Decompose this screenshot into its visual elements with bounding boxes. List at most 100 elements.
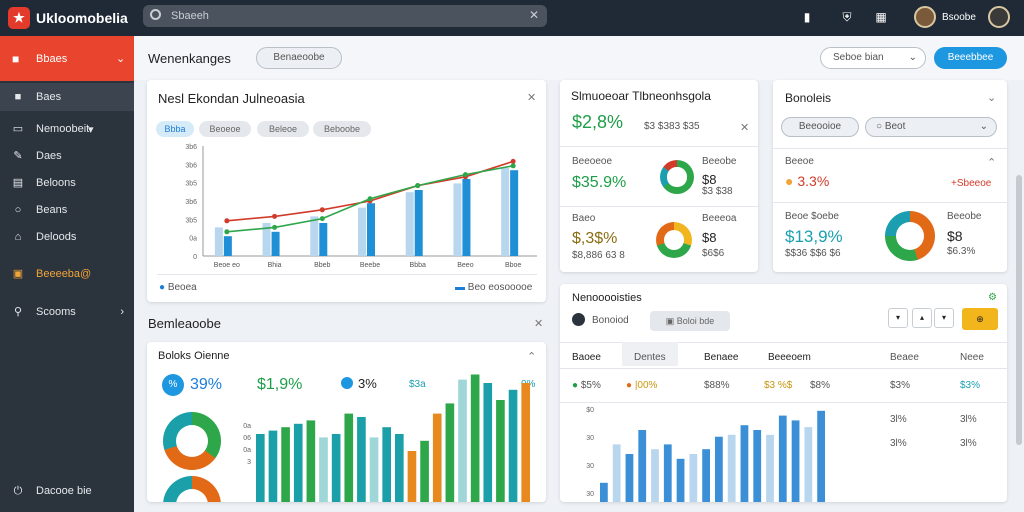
filter-tag[interactable]: Bbba	[156, 121, 194, 137]
bar	[357, 417, 366, 502]
sidebar-item-scooms[interactable]: ⚲ Scooms ›	[0, 298, 134, 326]
sidebar-item-beeeeba[interactable]: ▣ Beeeeba@	[0, 260, 134, 288]
highlight-button[interactable]: ⊕	[962, 308, 998, 330]
column-header[interactable]: Baoee	[572, 352, 601, 363]
sidebar-item-dacooe[interactable]: ⏻ Dacooe bie	[0, 477, 134, 505]
summary-metric-sub: $3 $383 $35	[644, 121, 700, 132]
chevron-up-icon[interactable]: ⌃	[527, 351, 537, 363]
close-icon[interactable]: ✕	[528, 8, 539, 22]
bar	[344, 413, 354, 502]
bar	[405, 192, 414, 256]
close-icon[interactable]: ✕	[740, 122, 750, 134]
filter-tag[interactable]: Beboobe	[313, 121, 371, 137]
app-title: Ukloomobelia	[36, 10, 128, 26]
table-cell: 3l%	[960, 438, 977, 449]
y-tick-label: 3b6	[185, 199, 197, 206]
y-tick-label: 3b5	[185, 181, 197, 188]
bar	[778, 415, 787, 502]
search-placeholder: Sbaeeh	[171, 10, 209, 22]
sidebar-item-label: Deloods	[36, 231, 77, 243]
scrollbar[interactable]	[1016, 175, 1022, 445]
chevron-up-icon[interactable]: ⌃	[987, 157, 997, 169]
column-header[interactable]: Benaee	[704, 352, 739, 363]
bookmark-icon[interactable]: ▮	[803, 10, 811, 24]
x-tick-label: Bhia	[268, 262, 282, 269]
bar	[496, 400, 505, 502]
bar	[676, 458, 685, 502]
primary-button[interactable]: Beeebbee	[934, 47, 1007, 69]
bottom-right-card: Nenooooisties ⚙ Bonoiod ▣ Boloi bde ▾ ▴ …	[560, 284, 1007, 502]
sidebar-item-deloods[interactable]: ⌂ Deloods	[0, 223, 134, 251]
close-icon[interactable]: ✕	[534, 318, 544, 330]
toolbar-button[interactable]: ▴	[912, 308, 932, 328]
user-name: Bsoobe	[942, 12, 976, 23]
row-label: Beeoe	[785, 156, 814, 167]
bar	[420, 440, 429, 502]
power-icon: ⏻	[13, 485, 23, 497]
toolbar-button[interactable]: ▾	[888, 308, 908, 328]
settings-icon[interactable]: ⚙	[988, 292, 997, 303]
sidebar-item-beans[interactable]: ○ Beans	[0, 196, 134, 224]
sidebar-head[interactable]: ■ Bbaes ⌄	[0, 36, 134, 81]
page-header: Wenenkanges Benaeoobe Seboe bian ⌄ Beeeb…	[134, 36, 1024, 80]
app-logo[interactable]: ★	[8, 7, 30, 29]
bar	[521, 383, 530, 502]
sidebar-item-label: Beeeeba@	[36, 268, 92, 280]
bar	[508, 389, 518, 502]
search-input[interactable]: Sbaeeh ✕	[143, 5, 547, 27]
donut-chart	[163, 476, 221, 502]
card-title: Bonoleis	[785, 91, 832, 105]
row-value-2-sub: $6$6	[702, 248, 725, 259]
table-cell: $88%	[704, 380, 730, 391]
header-pill[interactable]: Benaeoobe	[256, 47, 342, 69]
avatar[interactable]	[914, 6, 936, 28]
data-point	[462, 172, 468, 178]
bar	[791, 420, 800, 502]
toolbar-button[interactable]: ▾	[934, 308, 954, 328]
table-cell: $3%	[960, 380, 981, 391]
close-icon[interactable]: ✕	[527, 92, 537, 104]
column-header[interactable]: Dentes	[634, 352, 666, 363]
sidebar-item-daes[interactable]: ✎ Daes	[0, 142, 134, 170]
row-value-2: $8	[702, 172, 717, 187]
bar	[223, 236, 232, 256]
row-label: Beoe $oebe	[785, 211, 839, 222]
sidebar-item-beloons[interactable]: ▤ Beloons	[0, 169, 134, 197]
table-cell: $3 %$	[764, 380, 793, 391]
grid-icon[interactable]: ▦	[875, 10, 887, 24]
right-metric-3-sub: $6.3%	[947, 246, 976, 257]
summary-card: Slmuoeoar Tlbneonhsgola $2,8% $3 $383 $3…	[560, 80, 758, 272]
sidebar-item-label: Beans	[36, 204, 68, 216]
data-point	[272, 213, 278, 219]
circle-icon: ○	[14, 204, 22, 216]
header-select[interactable]: Seboe bian ⌄	[820, 47, 926, 69]
bar	[612, 444, 621, 502]
column-header[interactable]: Neee	[960, 352, 984, 363]
sidebar-item-baes[interactable]: ■ Baes	[0, 83, 134, 111]
table-cell: ● $5%	[572, 380, 601, 391]
bar	[510, 170, 519, 256]
x-tick-label: Bbeb	[314, 262, 330, 269]
right-pill[interactable]: Beeooioe	[781, 117, 859, 137]
legend-left: ● Beoea	[159, 282, 197, 293]
profile-avatar[interactable]	[988, 6, 1010, 28]
sidebar-item-nemoobeit[interactable]: ▭ Nemoobeit ▾	[0, 115, 134, 143]
right-select[interactable]: ○ Beot ⌄	[865, 117, 997, 137]
link-icon: ⚲	[13, 306, 23, 318]
y-tick-label: 0a	[189, 236, 197, 243]
chevron-down-icon[interactable]: ⌄	[987, 92, 997, 104]
main-bar-line-chart: 3b6 3b6 3b5 3b6 3b5 0a 0 Beoe eo Bhia Bbeb Beebe Bb…	[185, 144, 537, 269]
x-tick-label: Beeo	[457, 262, 473, 269]
donut-chart	[885, 211, 935, 261]
toolbar-pill[interactable]: ▣ Boloi bde	[650, 311, 730, 331]
y-tick-label: 3b6	[185, 144, 197, 151]
bar	[458, 379, 467, 502]
column-header[interactable]: Beaee	[890, 352, 919, 363]
filter-tag[interactable]: Beleoe	[257, 121, 309, 137]
pen-icon: ✎	[13, 150, 23, 162]
bar	[600, 482, 608, 502]
filter-tag[interactable]: Beoeoe	[199, 121, 251, 137]
bar	[369, 437, 379, 502]
column-header[interactable]: Beeeoem	[768, 352, 811, 363]
shield-icon[interactable]: ⛨	[842, 10, 852, 24]
